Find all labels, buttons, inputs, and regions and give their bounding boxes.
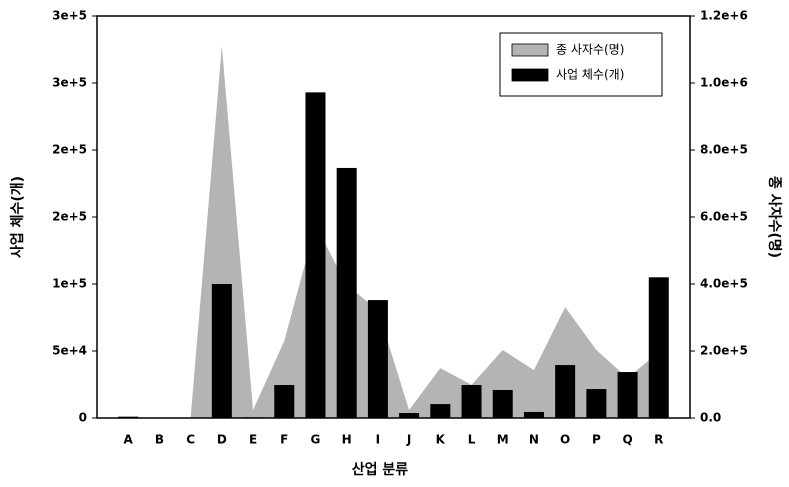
- bar: [274, 385, 295, 418]
- bar: [430, 404, 451, 418]
- bar: [399, 413, 420, 418]
- legend-box: [499, 32, 663, 97]
- bar: [555, 365, 576, 418]
- x-tick-label: G: [311, 433, 321, 447]
- x-tick-label: I: [376, 433, 380, 447]
- bar: [305, 92, 326, 418]
- y2-tick-label: 6.0e+5: [700, 210, 748, 224]
- y2-tick-label: 0.0: [700, 411, 721, 425]
- y-tick-label: 3e+5: [52, 76, 87, 90]
- x-tick-label: A: [124, 433, 134, 447]
- x-tick-label: H: [342, 433, 352, 447]
- y-tick-label: 1e+5: [52, 277, 87, 291]
- y-tick-label: 2e+5: [52, 143, 87, 157]
- y-tick-label: 2e+5: [52, 210, 87, 224]
- y-tick-label: 3e+5: [52, 9, 87, 23]
- x-tick-label: L: [468, 433, 476, 447]
- y2-tick-label: 8.0e+5: [700, 143, 748, 157]
- x-tick-label: Q: [622, 433, 632, 447]
- x-tick-label: C: [186, 433, 195, 447]
- bar: [648, 277, 669, 418]
- y-axis-title: 사업 체수(개): [10, 176, 26, 258]
- x-tick-label: N: [529, 433, 539, 447]
- x-tick-label: M: [497, 433, 509, 447]
- bar: [617, 372, 638, 418]
- y2-tick-label: 1.2e+6: [700, 9, 748, 23]
- y2-tick-label: 4.0e+5: [700, 277, 748, 291]
- x-tick-label: E: [249, 433, 257, 447]
- legend-label: 종 사자수(명): [556, 43, 624, 57]
- x-tick-label: O: [560, 433, 570, 447]
- bar: [367, 300, 388, 418]
- bar: [336, 167, 357, 418]
- y-tick-label: 5e+4: [52, 344, 87, 358]
- x-axis-title: 산업 분류: [352, 461, 409, 478]
- legend-label: 사업 체수(개): [556, 68, 624, 82]
- legend-swatch: [511, 68, 549, 82]
- x-tick-label: D: [217, 433, 227, 447]
- x-tick-label: K: [436, 433, 446, 447]
- x-tick-label: R: [654, 433, 663, 447]
- bar: [461, 385, 482, 418]
- y2-tick-label: 2.0e+5: [700, 344, 748, 358]
- bar: [586, 389, 607, 418]
- y2-axis-title: 종 사자수(명): [766, 176, 783, 258]
- bar: [523, 411, 544, 418]
- bar: [211, 284, 232, 418]
- legend-swatch: [511, 43, 549, 57]
- x-tick-label: J: [406, 433, 411, 447]
- y2-tick-label: 1.0e+6: [700, 76, 748, 90]
- x-tick-label: P: [592, 433, 601, 447]
- x-tick-label: B: [155, 433, 164, 447]
- area: [128, 46, 659, 419]
- bar: [492, 389, 513, 418]
- y-tick-label: 0: [79, 411, 87, 425]
- x-tick-label: F: [280, 433, 288, 447]
